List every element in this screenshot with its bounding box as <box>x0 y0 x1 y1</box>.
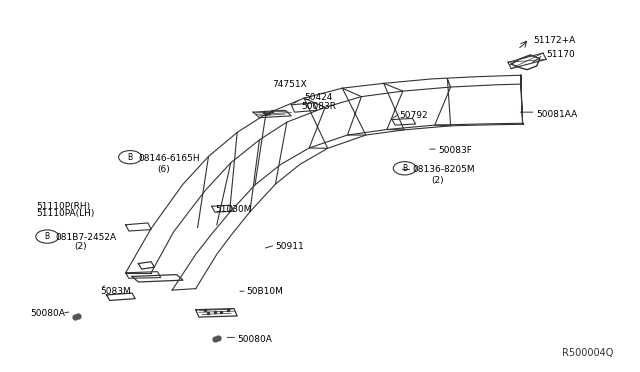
Text: 50911: 50911 <box>275 243 304 251</box>
Text: 50081AA: 50081AA <box>537 109 578 119</box>
Text: 08146-6165H: 08146-6165H <box>138 154 200 163</box>
Text: 50080A: 50080A <box>237 335 272 344</box>
Text: (2): (2) <box>431 176 444 185</box>
Text: (6): (6) <box>157 165 170 174</box>
Text: 50424: 50424 <box>304 93 332 102</box>
Text: 5083M: 5083M <box>100 287 131 296</box>
Text: 74751X: 74751X <box>272 80 307 89</box>
Text: 50083F: 50083F <box>438 147 472 155</box>
Text: (2): (2) <box>75 243 87 251</box>
Text: 50B10M: 50B10M <box>246 287 284 296</box>
Text: 51110PA(LH): 51110PA(LH) <box>36 209 95 218</box>
Text: B: B <box>45 232 50 241</box>
Text: 50083R: 50083R <box>301 102 336 111</box>
Text: 08136-8205M: 08136-8205M <box>412 165 475 174</box>
Text: 51170: 51170 <box>546 51 575 60</box>
Text: 50792: 50792 <box>399 111 428 121</box>
Text: 51110P(RH): 51110P(RH) <box>36 202 91 211</box>
Text: 51030M: 51030M <box>215 205 252 215</box>
Text: B: B <box>402 164 407 173</box>
Text: B: B <box>127 153 132 162</box>
Text: 50080A: 50080A <box>30 309 65 318</box>
Text: 51172+A: 51172+A <box>534 36 576 45</box>
Text: 081B7-2452A: 081B7-2452A <box>56 233 116 242</box>
Text: R500004Q: R500004Q <box>562 348 613 358</box>
